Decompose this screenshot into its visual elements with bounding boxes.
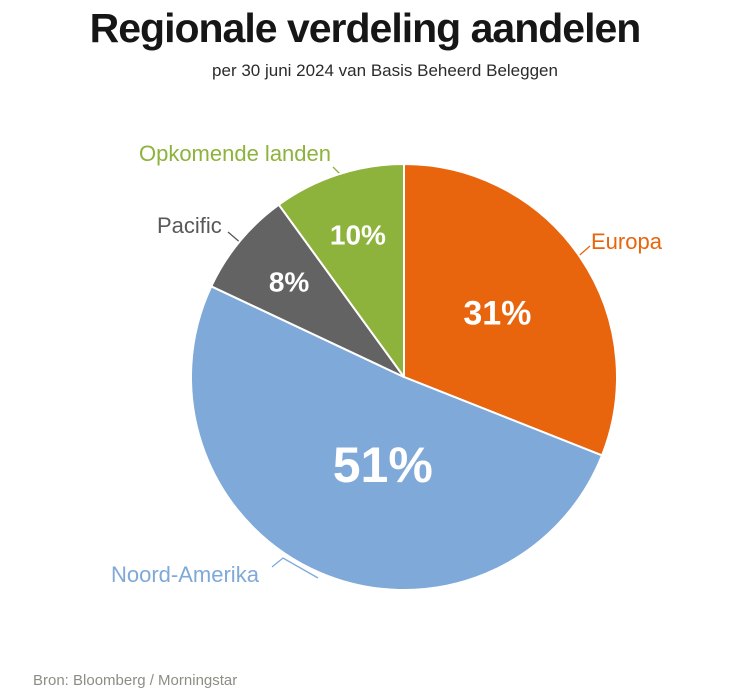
slice-value-label-europa: 31%: [463, 295, 531, 333]
region-label-pacific: Pacific: [157, 213, 222, 238]
region-label-opkomende-landen: Opkomende landen: [138, 141, 331, 166]
chart-title: Regionale verdeling aandelen: [89, 5, 642, 51]
pie-slice-europa: [403, 163, 618, 457]
slice-value-label-noord-amerika: 51%: [333, 437, 433, 493]
slice-value-label-pacific: 8%: [269, 267, 310, 298]
slice-value-label-opkomende-landen: 10%: [330, 220, 386, 251]
pie-slice-opkomende-landen: [277, 163, 405, 378]
region-label-noord-amerika: Noord-Amerika: [111, 562, 259, 587]
pie-slice-noord-amerika: [190, 285, 604, 591]
region-label-europa: Europa: [591, 229, 662, 254]
pie-slice-pacific: [210, 203, 405, 378]
leader-line-noord-amerika: [271, 557, 319, 579]
chart-subtitle: per 30 juni 2024 van Basis Beheerd Beleg…: [212, 61, 558, 80]
chart-source: Bron: Bloomberg / Morningstar: [33, 672, 238, 689]
